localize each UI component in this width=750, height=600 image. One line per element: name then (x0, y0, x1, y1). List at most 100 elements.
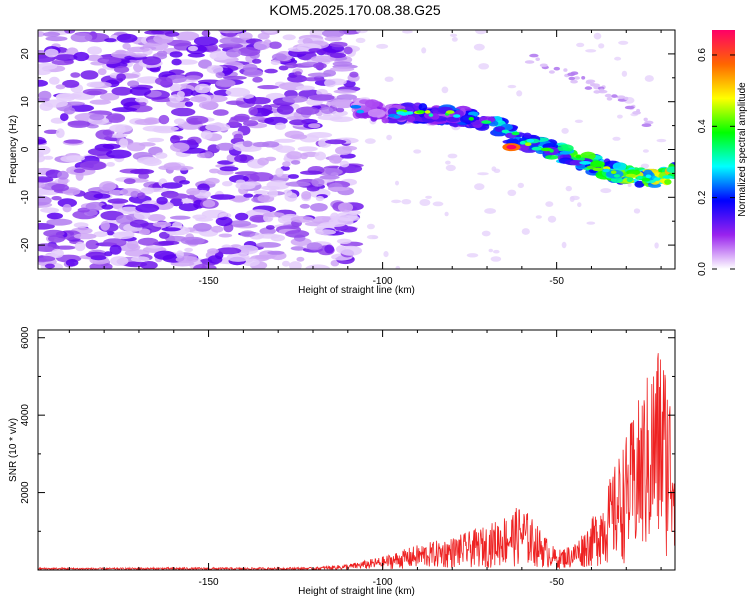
noise-blob (109, 124, 133, 133)
secondary-ridge-blob (616, 95, 626, 99)
noise-blob (156, 50, 168, 57)
noise-blob (330, 66, 355, 72)
ridge-blob (364, 99, 380, 109)
speckle-blob (376, 43, 389, 49)
noise-blob (169, 85, 180, 92)
noise-blob (54, 245, 76, 250)
ridge-bright-spot (641, 178, 651, 182)
colorbar-tick-label: 0.4 (697, 119, 708, 133)
secondary-ridge-blob (604, 93, 612, 98)
x-axis-label: Height of straight line (km) (298, 285, 415, 296)
noise-blob (43, 129, 60, 134)
noise-blob (173, 118, 185, 125)
noise-blob (222, 181, 233, 187)
noise-blob (282, 95, 308, 103)
noise-blob (40, 207, 60, 213)
noise-blob (324, 78, 337, 88)
noise-blob (194, 83, 211, 94)
speckle-blob (475, 30, 487, 35)
secondary-ridge-blob (529, 53, 539, 58)
ridge-bright-spot (549, 149, 554, 153)
noise-blob (339, 245, 362, 256)
noise-blob (289, 261, 302, 269)
noise-blob (306, 242, 323, 251)
noise-blob (87, 46, 102, 55)
noise-blob (127, 80, 140, 87)
noise-blob (80, 70, 99, 80)
noise-blob (67, 120, 91, 128)
noise-blob (134, 97, 147, 103)
noise-blob (149, 66, 161, 73)
ridge-blob (387, 107, 400, 116)
noise-blob (55, 128, 65, 139)
noise-blob (327, 186, 350, 191)
noise-blob (247, 97, 271, 105)
ridge-bright-spot (424, 110, 431, 114)
noise-blob (129, 86, 152, 96)
noise-blob (207, 255, 223, 264)
secondary-ridge-blob (611, 94, 618, 98)
speckle-blob (640, 163, 650, 169)
ridge-bright-spot (637, 175, 643, 180)
noise-blob (219, 166, 239, 172)
noise-blob (329, 52, 347, 59)
noise-blob (65, 259, 79, 267)
noise-blob (253, 41, 270, 51)
noise-blob (118, 138, 129, 148)
ridge-bright-spot (579, 161, 592, 165)
speckle-blob (401, 199, 412, 205)
noise-blob (140, 261, 158, 269)
noise-blob (38, 195, 52, 206)
y-tick-label: 10 (20, 96, 31, 108)
noise-blob (201, 209, 228, 219)
noise-blob (126, 46, 150, 53)
noise-blob (186, 188, 201, 196)
noise-blob (70, 32, 93, 43)
secondary-ridge-blob (589, 82, 596, 87)
noise-blob (316, 88, 328, 96)
noise-blob (169, 94, 182, 104)
noise-blob (225, 32, 236, 38)
ridge-bright-spot (350, 105, 362, 109)
speckle-blob (364, 138, 376, 144)
speckle-blob (642, 149, 649, 153)
ridge-blob (634, 180, 645, 188)
noise-blob (107, 198, 129, 204)
speckle-blob (561, 241, 567, 249)
speckle-blob (384, 76, 394, 82)
noise-blob (104, 38, 117, 43)
noise-blob (319, 175, 340, 180)
noise-blob (226, 48, 242, 58)
noise-blob (290, 246, 307, 251)
speckle-blob (585, 49, 597, 53)
noise-blob (38, 62, 58, 70)
x-tick-label: -100 (373, 276, 393, 287)
speckle-blob (366, 234, 379, 240)
noise-blob (228, 220, 252, 228)
noise-blob (329, 41, 348, 48)
speckle-blob (644, 75, 654, 82)
colorbar (712, 30, 735, 269)
secondary-ridge-blob (570, 79, 578, 84)
secondary-ridge-blob (593, 90, 601, 94)
speckle-blob (547, 215, 557, 223)
noise-blob (307, 72, 332, 78)
noise-blob (97, 56, 122, 65)
noise-blob (116, 73, 126, 81)
noise-blob (152, 221, 172, 228)
y-axis-label: Frequency (Hz) (8, 115, 19, 184)
noise-blob (187, 53, 205, 58)
speckle-blob (614, 56, 622, 61)
noise-blob (86, 124, 99, 129)
y-tick-label: -10 (20, 190, 31, 205)
secondary-ridge-blob (643, 117, 648, 122)
speckle-blob (391, 199, 402, 204)
noise-blob (263, 30, 277, 33)
noise-blob (147, 137, 165, 143)
noise-blob (216, 247, 242, 255)
noise-blob (198, 59, 212, 69)
noise-blob (290, 160, 301, 165)
speckle-blob (586, 221, 596, 225)
ridge-blob (664, 179, 672, 185)
noise-blob (325, 139, 347, 145)
